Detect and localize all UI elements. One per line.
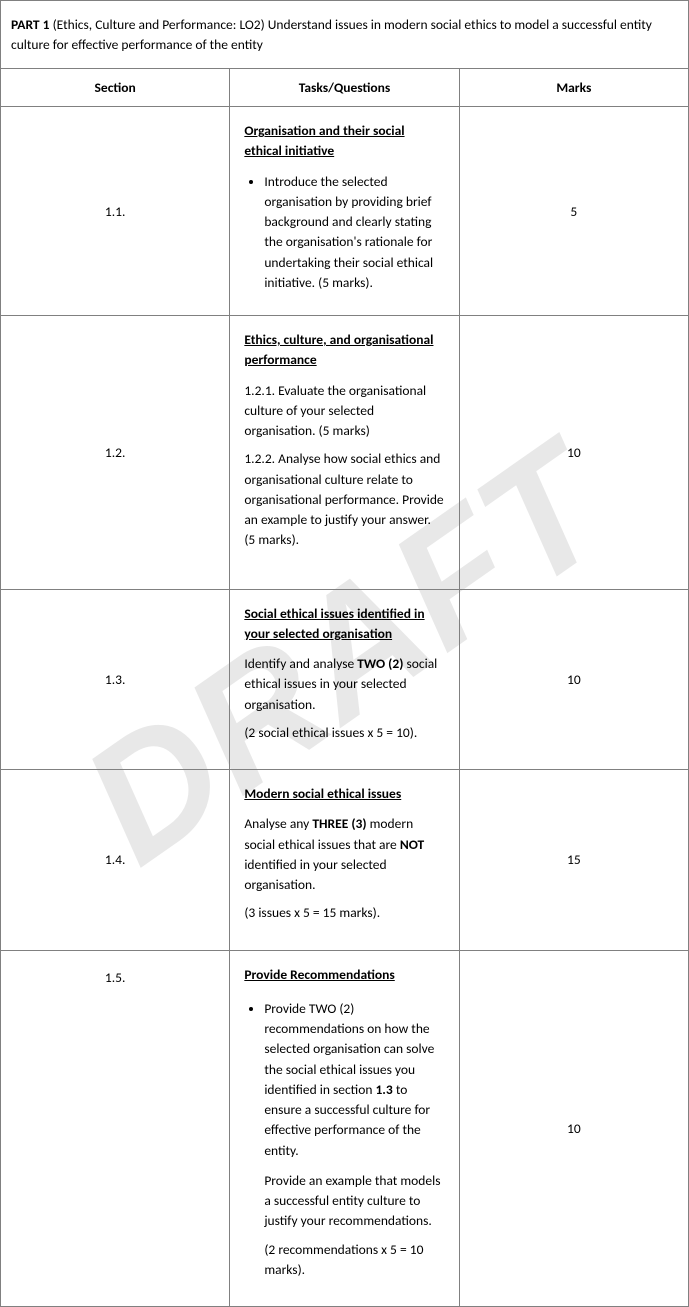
task-title: Ethics, culture, and organisational perf… (244, 330, 444, 371)
section-number: 1.3. (1, 589, 230, 770)
assessment-table: PART 1 (Ethics, Culture and Performance:… (0, 0, 689, 1307)
text-span: Identify and analyse (244, 655, 357, 672)
task-title: Modern social ethical issues (244, 784, 444, 804)
col-header-section: Section (1, 69, 230, 107)
section-number: 1.1. (1, 107, 230, 316)
task-title: Provide Recommendations (244, 965, 444, 985)
part-header-cell: PART 1 (Ethics, Culture and Performance:… (1, 1, 689, 69)
text-span: identified in your selected organisation… (244, 856, 386, 893)
table-row: 1.3. Social ethical issues identified in… (1, 589, 689, 770)
table-row: 1.5. Provide Recommendations Provide TWO… (1, 950, 689, 1307)
bold-span: NOT (400, 836, 424, 853)
part-label: PART 1 (11, 16, 53, 33)
task-cell: Ethics, culture, and organisational perf… (230, 316, 459, 590)
marks-value: 5 (459, 107, 688, 316)
task-line: Analyse any THREE (3) modern social ethi… (244, 814, 444, 895)
col-header-tasks: Tasks/Questions (230, 69, 459, 107)
task-paragraph: 1.2.2. Analyse how social ethics and org… (244, 449, 444, 550)
marks-value: 10 (459, 316, 688, 590)
section-number: 1.2. (1, 316, 230, 590)
bold-span: TWO (2) (357, 655, 403, 672)
section-number: 1.5. (1, 950, 230, 1307)
task-cell: Provide Recommendations Provide TWO (2) … (230, 950, 459, 1307)
table-row: 1.4. Modern social ethical issues Analys… (1, 770, 689, 951)
task-line: Identify and analyse TWO (2) social ethi… (244, 654, 444, 715)
marks-value: 10 (459, 589, 688, 770)
task-bullet: Provide TWO (2) recommendations on how t… (264, 999, 444, 1161)
marks-value: 10 (459, 950, 688, 1307)
part-text: (Ethics, Culture and Performance: LO2) U… (11, 16, 652, 53)
bold-span: THREE (3) (312, 815, 366, 832)
marks-value: 15 (459, 770, 688, 951)
task-cell: Modern social ethical issues Analyse any… (230, 770, 459, 951)
task-footer: (3 issues x 5 = 15 marks). (244, 903, 444, 923)
task-title: Social ethical issues identified in your… (244, 604, 444, 645)
task-footer: (2 recommendations x 5 = 10 marks). (244, 1240, 444, 1281)
section-number: 1.4. (1, 770, 230, 951)
task-bullet: Introduce the selected organisation by p… (264, 172, 444, 294)
text-span: Provide TWO (2) recommendations on how t… (264, 1000, 434, 1098)
task-paragraph: 1.2.1. Evaluate the organisational cultu… (244, 381, 444, 442)
task-indent-para: Provide an example that models a success… (244, 1171, 444, 1232)
col-header-marks: Marks (459, 69, 688, 107)
task-title: Organisation and their social ethical in… (244, 121, 444, 162)
bold-span: 1.3 (375, 1081, 392, 1098)
task-footer: (2 social ethical issues x 5 = 10). (244, 723, 444, 743)
table-row: 1.2. Ethics, culture, and organisational… (1, 316, 689, 590)
text-span: Analyse any (244, 815, 312, 832)
task-cell: Social ethical issues identified in your… (230, 589, 459, 770)
table-row: 1.1. Organisation and their social ethic… (1, 107, 689, 316)
task-cell: Organisation and their social ethical in… (230, 107, 459, 316)
